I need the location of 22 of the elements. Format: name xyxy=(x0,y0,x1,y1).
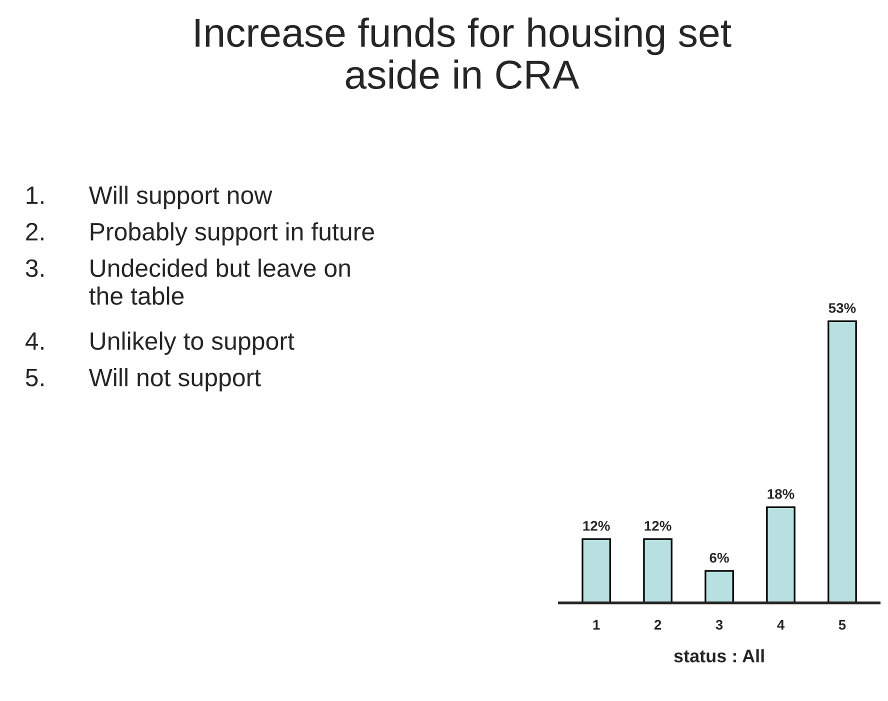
text: 1. Will support now xyxy=(26,186,272,210)
data-label: 12% xyxy=(644,520,672,531)
x-tick-label: 5 xyxy=(838,620,846,630)
text: 4. Unlikely to support xyxy=(25,332,294,355)
bar xyxy=(766,506,796,603)
text: 5. Will not support xyxy=(26,368,261,392)
x-tick-label: 1 xyxy=(593,620,600,630)
data-label: 6% xyxy=(710,552,729,563)
data-label: 18% xyxy=(768,489,794,499)
bar xyxy=(828,320,857,603)
text: 3. Undecided but leave on the table xyxy=(26,258,350,305)
x-tick-label: 2 xyxy=(654,620,662,630)
bar xyxy=(643,538,672,603)
data-label: 53% xyxy=(828,303,856,313)
text: 2. Probably support in future xyxy=(26,222,374,246)
x-tick-label: 4 xyxy=(777,620,785,630)
bar xyxy=(704,570,734,603)
x-tick-label: 3 xyxy=(716,620,723,630)
bar xyxy=(582,538,611,603)
chart-title: Increase funds for housing set aside in CRA xyxy=(196,18,732,90)
data-label: 12% xyxy=(583,520,610,531)
x-axis-title: status : All xyxy=(674,649,764,662)
